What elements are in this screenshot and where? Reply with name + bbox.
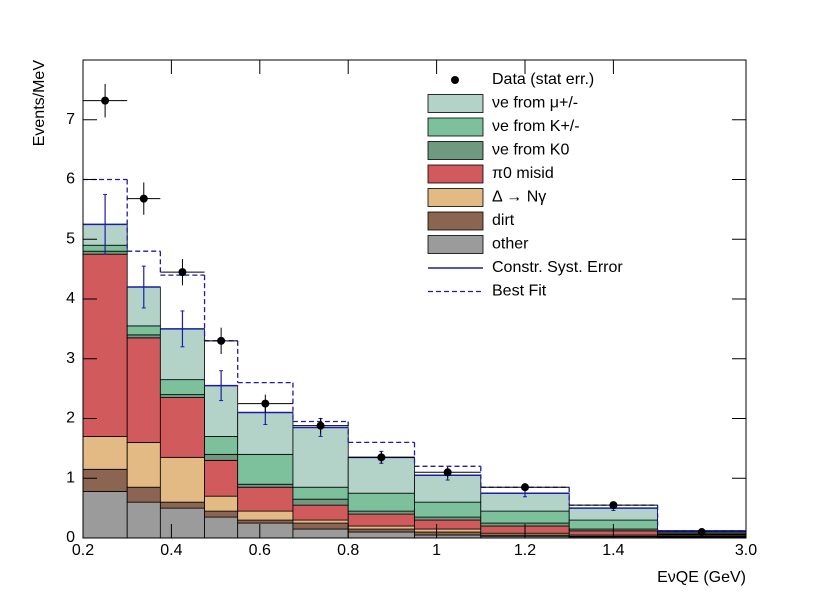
histogram-segment (126, 501, 161, 539)
y-tick-label: 6 (66, 171, 75, 188)
x-tick-label: 1 (432, 542, 441, 559)
y-tick-label: 2 (66, 410, 75, 427)
legend-swatch (427, 141, 484, 160)
histogram-segment (292, 522, 349, 530)
histogram-segment (237, 519, 294, 524)
histogram-segment (237, 522, 294, 539)
data-point (521, 483, 529, 492)
histogram-segment (414, 528, 482, 533)
histogram-segment (292, 427, 349, 488)
histogram-segment (126, 325, 161, 336)
histogram-segment (347, 528, 415, 533)
histogram-segment (237, 486, 294, 512)
data-point (377, 453, 386, 462)
y-tick-label: 7 (66, 111, 75, 128)
histogram-segment (159, 507, 205, 539)
histogram-segment (204, 495, 239, 512)
legend-label: Constr. Syst. Error (492, 259, 623, 276)
x-tick-label: 1.2 (514, 542, 536, 559)
histogram-segment (347, 531, 415, 539)
histogram-segment (159, 394, 205, 398)
data-point (261, 399, 270, 408)
histogram-segment (292, 486, 349, 500)
legend-swatch (427, 188, 484, 207)
x-tick-label: 0.8 (337, 542, 359, 559)
histogram-segment (292, 498, 349, 506)
legend-label: Δ → Nγ (492, 189, 546, 206)
histogram-segment (204, 516, 239, 539)
histogram-segment (347, 525, 415, 530)
x-tick-label: 3.0 (735, 542, 757, 559)
histogram-segment (204, 510, 239, 518)
histogram-segment (159, 456, 205, 503)
y-tick-label: 0 (66, 529, 75, 546)
legend-label: νe from μ+/- (492, 95, 578, 112)
legend-label: other (492, 236, 529, 253)
data-point (697, 528, 706, 537)
histogram-segment (126, 334, 161, 339)
histogram-segment (82, 436, 128, 470)
histogram-segment (414, 516, 482, 521)
x-tick-label: 0.6 (249, 542, 271, 559)
histogram-segment (347, 510, 415, 515)
legend-label: νe from K0 (492, 142, 569, 159)
data-point (178, 268, 187, 277)
histogram-segment (292, 528, 349, 539)
legend-label: π0 misid (492, 165, 554, 182)
x-tick-label: 0.2 (72, 542, 94, 559)
histogram-segment (414, 519, 482, 530)
data-point (139, 194, 148, 203)
histogram-segment (82, 490, 128, 539)
legend-label: Data (stat err.) (492, 71, 594, 88)
histogram-segment (126, 486, 161, 503)
legend-swatch (427, 211, 484, 231)
histogram-segment (204, 459, 239, 497)
data-point (316, 421, 325, 430)
data-point (101, 96, 110, 105)
data-point (217, 336, 226, 345)
histogram-segment (126, 337, 161, 443)
histogram-segment (159, 501, 205, 509)
legend-data-marker (451, 76, 459, 84)
x-axis-label: EνQE (GeV) (657, 569, 746, 586)
legend-swatch (427, 164, 484, 184)
histogram-segment (414, 501, 482, 518)
histogram-segment (292, 519, 349, 524)
histogram-segment (159, 379, 205, 396)
data-point (609, 501, 618, 510)
histogram-segment (237, 510, 294, 521)
y-tick-label: 4 (66, 290, 75, 307)
histogram-segment (126, 441, 161, 488)
histogram-segment (347, 492, 415, 512)
legend-swatch (427, 94, 484, 113)
histogram-segment (82, 253, 128, 437)
y-tick-label: 5 (66, 230, 75, 247)
histogram-segment (414, 531, 482, 536)
y-axis-label: Events/MeV (31, 60, 48, 147)
legend-label: Best Fit (492, 283, 547, 300)
x-tick-label: 0.4 (160, 542, 182, 559)
legend-swatch (427, 117, 484, 137)
data-point (443, 468, 452, 477)
legend-label: νe from K+/- (492, 118, 580, 135)
histogram-segment (292, 504, 349, 521)
histogram-segment (347, 513, 415, 527)
histogram-segment (204, 453, 239, 461)
histogram-segment (480, 510, 570, 524)
histogram-segment (82, 468, 128, 492)
y-tick-label: 3 (66, 350, 75, 367)
y-tick-label: 1 (66, 469, 75, 486)
histogram-segment (204, 436, 239, 455)
legend-swatch (427, 235, 484, 254)
histogram-segment (237, 453, 294, 485)
histogram-segment (237, 483, 294, 488)
x-tick-label: 1.4 (602, 542, 624, 559)
histogram-segment (159, 397, 205, 458)
legend-label: dirt (492, 212, 515, 229)
